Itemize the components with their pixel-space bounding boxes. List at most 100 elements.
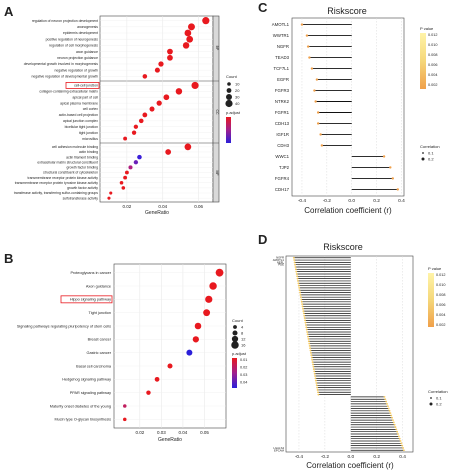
panel-c-point	[306, 45, 310, 48]
panel-c-gene-label: EGFR	[277, 77, 289, 82]
panel-a-dot	[165, 149, 172, 155]
panel-d-point	[303, 317, 306, 319]
panel-d-gene-label: LGALS4	[273, 446, 284, 450]
panel-a-count-legend-label: 30	[235, 95, 240, 100]
panel-c-corr-legend-dot-2	[421, 157, 425, 161]
panel-a-term-label: transferase activity, transferring sulfu…	[14, 191, 98, 195]
panel-d-point	[392, 419, 394, 422]
panel-d-point	[394, 426, 397, 428]
panel-a-count-legend-dot	[225, 99, 233, 108]
panel-d-point	[294, 266, 297, 268]
panel-d-point	[301, 303, 304, 306]
panel-d-point	[304, 321, 307, 324]
panel-b-x-tick-label: 0.02	[135, 430, 144, 435]
panel-d-point	[292, 256, 295, 259]
panel-c-x-tick-label: 0.0	[348, 198, 355, 204]
panel-a-dot	[131, 130, 137, 135]
panel-a-term-label: cell cortex	[83, 107, 99, 111]
panel-d-point	[386, 405, 389, 408]
panel-a-term-label: cell-cell junction	[74, 84, 98, 88]
panel-d-point	[308, 342, 311, 345]
panel-d-point	[311, 358, 314, 361]
panel-a-term-label: neuron projection guidance	[57, 56, 98, 60]
panel-a-dot	[138, 118, 144, 124]
panel-c-gene-labels: AMOTL1 WWTR1 NGFR TEAD3 TCF7L1 EGFR FGFR3 NTRK2…	[272, 22, 290, 192]
panel-a-term-labels: regulation of neuron projection developm…	[14, 19, 98, 201]
panel-d-point	[314, 377, 317, 380]
panel-d-point	[299, 291, 301, 294]
panel-a-letter: A	[4, 4, 14, 19]
panel-a-dot	[182, 42, 190, 49]
panel-d-point	[303, 314, 306, 317]
panel-c-point	[316, 111, 320, 114]
panel-b-count-legend-dot	[233, 325, 237, 329]
panel-d-point	[390, 414, 393, 417]
panel-b-term-label: Proteoglycans in cancer	[70, 271, 111, 275]
panel-d-lollipops	[292, 256, 405, 452]
panel-b: Proteoglycans in cancer Axon guidance Hipp…	[17, 263, 247, 443]
panel-a-term-label: developmental growth involved in morphog…	[24, 62, 99, 66]
panel-a-dot	[121, 186, 126, 190]
panel-d-point	[316, 389, 319, 391]
panel-d-point	[298, 289, 301, 292]
panel-a-term-label: cell adhesion molecule binding	[52, 145, 98, 149]
panel-a-count-legend-label: 10	[235, 82, 240, 87]
panel-c-pvalue-tick: 0.008	[428, 53, 438, 57]
panel-b-term-label: PPAR signaling pathway	[70, 391, 111, 395]
panel-a-dot	[149, 106, 155, 112]
panel-c-point	[300, 23, 304, 26]
panel-d-pvalue-tick: 0.010	[436, 283, 446, 287]
panel-b-dot	[154, 376, 160, 382]
panel-c-gene-label: TEAD3	[275, 55, 289, 60]
panel-d-pvalue-tick: 0.006	[436, 303, 446, 307]
panel-a-padjust-colorbar	[226, 117, 231, 143]
panel-d-point	[302, 310, 305, 312]
panel-b-term-labels: Proteoglycans in cancer Axon guidance Hipp…	[17, 271, 112, 422]
panel-c-corr-legend-label-1: 0.1	[428, 151, 434, 156]
panel-c-pvalue-tick: 0.002	[428, 83, 438, 87]
panel-d-title: Riskscore	[323, 242, 363, 252]
panel-d-point	[391, 416, 393, 419]
panel-d-point	[295, 270, 298, 273]
panel-d-point	[389, 412, 392, 415]
panel-c-xlabel: Correlation coefficient (r)	[304, 206, 392, 215]
panel-d-point	[312, 363, 314, 366]
panel-d-point	[403, 449, 405, 452]
panel-b-dot	[205, 295, 213, 303]
panel-a-term-label: regulation of cell morphogenesis	[49, 44, 98, 48]
panel-a-grid	[100, 16, 213, 202]
panel-a-term-label: apical part of cell	[73, 95, 99, 99]
panel-b-letter: B	[4, 251, 13, 266]
panel-b-count-legend-label: 8	[241, 331, 244, 336]
panel-d-point	[297, 282, 300, 285]
panel-a-dot	[123, 136, 128, 141]
panel-d-point	[302, 312, 305, 315]
panel-c-x-ticks: -0.4 -0.2 0.0 0.2 0.4	[298, 198, 405, 204]
panel-d-point	[309, 351, 312, 354]
panel-d-pvalue-colorbar	[428, 273, 434, 327]
panel-d-point	[306, 331, 309, 333]
panel-d-point	[300, 298, 303, 301]
panel-a-dot	[154, 67, 160, 73]
panel-a-term-label: regulation of neuron projection developm…	[32, 19, 98, 23]
panel-c-point	[382, 155, 386, 158]
panel-d-point	[402, 447, 404, 449]
panel-d-gene-label: AMOTL1	[273, 258, 285, 262]
panel-a-dot	[167, 48, 173, 55]
panel-c-letter: C	[258, 0, 268, 15]
panel-d-gene-label: NEFL	[277, 260, 285, 264]
panel-a-dot	[142, 74, 148, 79]
panel-a-highlight-box	[65, 82, 100, 89]
panel-b-padjust-colorbar	[232, 358, 237, 388]
panel-a-count-legend-dot	[226, 88, 232, 93]
panel-c-point	[314, 100, 317, 103]
panel-b-highlight-box	[60, 295, 113, 304]
panel-c-pvalue-legend-title: P value	[420, 26, 434, 31]
panel-a-x-tick-label: 0.02	[123, 204, 132, 209]
panel-a-xlabel: GeneRatio	[145, 210, 169, 216]
panel-c-grid	[301, 18, 402, 196]
panel-b-padjust-ticks: 0.01 0.02 0.03 0.04	[240, 358, 247, 385]
